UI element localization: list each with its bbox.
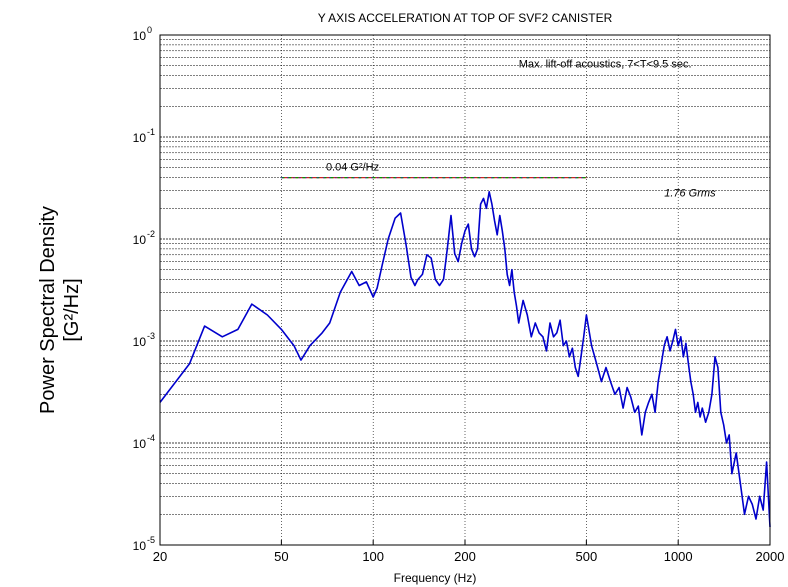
y-axis-label-line1: Power Spectral Density <box>37 206 59 414</box>
y-tick-exponent: -2 <box>147 229 155 239</box>
x-tick-label: 200 <box>454 549 476 564</box>
y-tick-exponent: -4 <box>147 433 155 443</box>
y-tick-exponent: 0 <box>147 25 152 35</box>
x-tick-label: 20 <box>153 549 167 564</box>
y-tick-label: 10 <box>133 437 147 451</box>
y-tick-exponent: -3 <box>147 331 155 341</box>
grid-lines <box>159 35 771 545</box>
annotation-text: 0.04 G²/Hz <box>326 161 379 173</box>
x-tick-label: 100 <box>362 549 384 564</box>
y-tick-label: 10 <box>133 131 147 145</box>
annotation-text: Max. lift-off acoustics, 7<T<9.5 sec. <box>519 59 692 71</box>
x-tick-label: 1000 <box>664 549 693 564</box>
x-tick-label: 2000 <box>756 549 785 564</box>
annotation-text: 1.76 Grms <box>664 188 716 200</box>
chart-title: Y AXIS ACCELERATION AT TOP OF SVF2 CANIS… <box>318 11 613 25</box>
x-axis-label: Frequency (Hz) <box>394 571 477 585</box>
y-tick-label: 10 <box>133 233 147 247</box>
y-axis-label: Power Spectral Density [G²/Hz] <box>20 130 100 490</box>
x-tick-label: 50 <box>274 549 288 564</box>
annotations: Max. lift-off acoustics, 7<T<9.5 sec. 0.0… <box>326 59 716 200</box>
series-lines <box>159 177 771 528</box>
y-tick-label: 10 <box>133 335 147 349</box>
y-tick-exponent: -5 <box>147 535 155 545</box>
x-tick-label: 500 <box>576 549 598 564</box>
y-axis-label-line2: [G²/Hz] <box>61 278 83 342</box>
y-tick-label: 10 <box>133 539 147 553</box>
y-tick-label: 10 <box>133 29 147 43</box>
psd-response-line <box>159 191 771 528</box>
y-tick-exponent: -1 <box>147 127 155 137</box>
